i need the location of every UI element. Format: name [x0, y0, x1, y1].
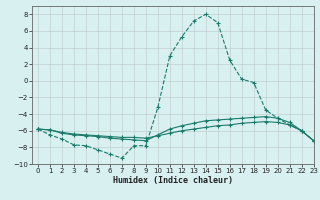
- X-axis label: Humidex (Indice chaleur): Humidex (Indice chaleur): [113, 176, 233, 185]
